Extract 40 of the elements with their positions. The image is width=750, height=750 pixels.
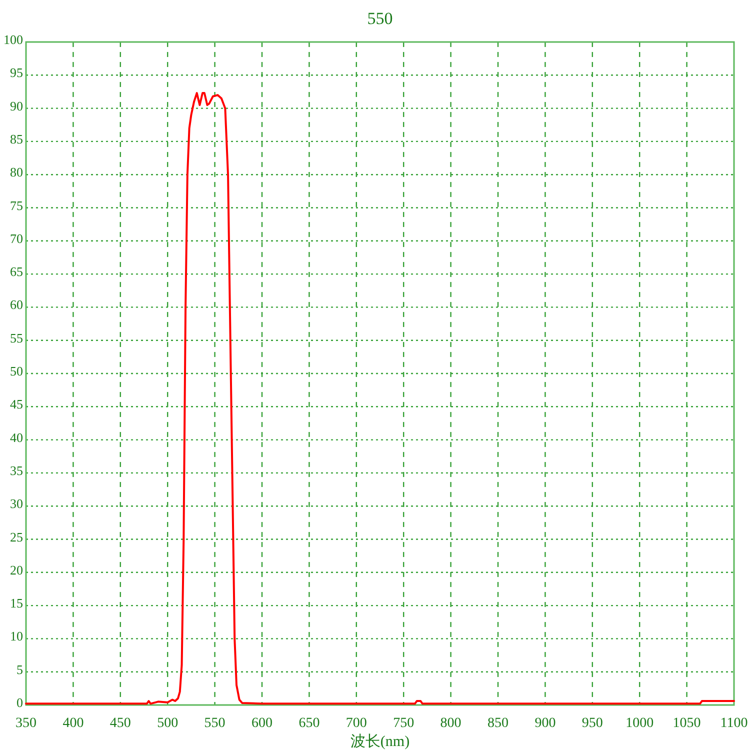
y-tick-label: 75 <box>10 198 23 213</box>
y-tick-label: 80 <box>10 164 23 180</box>
line-series <box>25 92 735 705</box>
x-tick-label: 750 <box>393 716 414 731</box>
y-tick-label: 95 <box>10 65 23 80</box>
x-tick-label: 900 <box>534 716 556 731</box>
y-tick-label: 100 <box>4 32 23 47</box>
y-tick-label: 40 <box>10 430 23 445</box>
y-tick-label: 15 <box>10 596 23 611</box>
x-tick-label: 850 <box>488 716 508 731</box>
x-tick-label: 1050 <box>672 716 701 731</box>
x-tick-label: 500 <box>157 716 178 731</box>
y-tick-label: 70 <box>10 230 23 246</box>
y-tick-label: 35 <box>10 462 23 478</box>
x-tick-label: 800 <box>440 716 462 731</box>
x-tick-label: 950 <box>582 716 603 731</box>
x-tick-label: 700 <box>346 716 367 731</box>
y-tick-label: 0 <box>16 695 23 710</box>
y-tick-label: 50 <box>10 364 23 378</box>
x-axis-title: 波长(nm) <box>350 733 410 750</box>
x-tick-label: 1000 <box>626 716 654 731</box>
y-tick-label: 20 <box>10 562 23 578</box>
x-tick-label: 350 <box>16 716 36 731</box>
x-tick-label: 450 <box>110 716 131 731</box>
chart-title: 550 <box>367 9 393 28</box>
y-tick-label: 30 <box>10 496 23 512</box>
y-tick-label: 45 <box>10 396 23 412</box>
y-tick-label: 60 <box>10 297 23 312</box>
y-tick-label: 10 <box>10 628 23 644</box>
y-tick-label: 90 <box>10 98 23 114</box>
y-tick-label: 25 <box>10 529 23 544</box>
y-tick-label: 85 <box>10 131 23 146</box>
x-tick-label: 400 <box>62 716 84 731</box>
x-tick-label: 1100 <box>720 716 748 731</box>
y-tick-label: 5 <box>16 662 23 677</box>
x-tick-label: 550 <box>204 716 226 731</box>
y-tick-label: 55 <box>10 330 23 346</box>
x-tick-label: 650 <box>298 716 320 731</box>
y-tick-label: 65 <box>10 264 23 280</box>
x-tick-label: 600 <box>252 716 272 731</box>
